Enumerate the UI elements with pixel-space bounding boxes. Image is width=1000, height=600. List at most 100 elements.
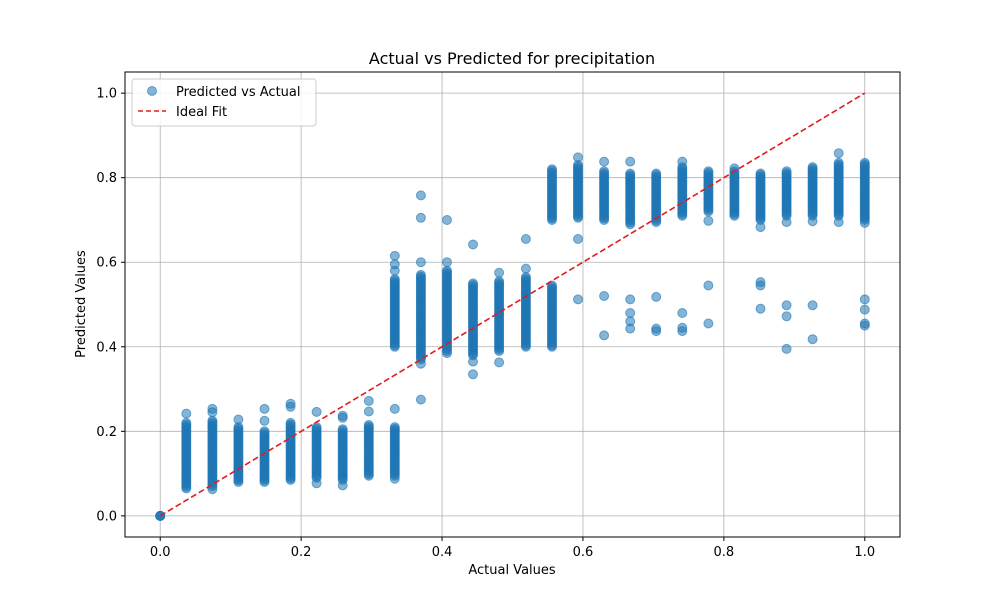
data-point bbox=[703, 166, 714, 177]
data-point bbox=[415, 269, 426, 280]
x-tick-label: 0.8 bbox=[714, 545, 735, 560]
data-point bbox=[415, 190, 426, 201]
data-point bbox=[833, 217, 844, 228]
x-tick-label: 0.2 bbox=[291, 545, 312, 560]
data-point bbox=[677, 156, 688, 167]
data-point bbox=[181, 417, 192, 428]
data-point bbox=[233, 414, 244, 425]
data-point bbox=[285, 398, 296, 409]
data-point bbox=[651, 291, 662, 302]
legend-marker-points bbox=[147, 86, 157, 96]
data-point bbox=[781, 311, 792, 322]
data-point bbox=[207, 415, 218, 426]
data-point bbox=[807, 334, 818, 345]
data-point bbox=[547, 164, 557, 175]
y-axis-ticks: 0.0 0.2 0.4 0.6 0.8 1.0 bbox=[96, 87, 125, 524]
data-point bbox=[703, 318, 714, 329]
x-axis-title: Actual Values bbox=[468, 563, 556, 578]
data-point bbox=[807, 162, 818, 173]
data-point bbox=[311, 478, 322, 489]
data-point bbox=[389, 403, 400, 414]
data-point bbox=[311, 422, 322, 433]
y-tick-label: 0.4 bbox=[96, 340, 117, 355]
data-point bbox=[859, 318, 870, 329]
data-point bbox=[442, 215, 452, 225]
x-tick-label: 0.4 bbox=[432, 545, 453, 560]
data-point bbox=[781, 300, 792, 311]
data-point bbox=[389, 274, 400, 285]
data-point bbox=[337, 424, 348, 435]
data-point bbox=[207, 403, 218, 414]
y-tick-label: 0.8 bbox=[96, 171, 117, 186]
data-point bbox=[781, 166, 792, 177]
data-point bbox=[625, 294, 636, 305]
data-point bbox=[859, 217, 870, 228]
data-point bbox=[547, 280, 557, 291]
data-point bbox=[468, 356, 478, 367]
data-point bbox=[651, 168, 662, 179]
data-point bbox=[442, 265, 452, 276]
data-point bbox=[259, 426, 270, 437]
data-point bbox=[599, 330, 610, 341]
data-point bbox=[755, 168, 766, 179]
data-point bbox=[807, 300, 818, 311]
data-point bbox=[520, 272, 531, 282]
data-point bbox=[415, 394, 426, 405]
data-points bbox=[155, 148, 870, 521]
data-point bbox=[625, 308, 636, 318]
data-point bbox=[415, 212, 426, 223]
data-point bbox=[755, 277, 766, 288]
data-point bbox=[494, 276, 505, 287]
data-point bbox=[337, 410, 348, 421]
y-tick-label: 0.2 bbox=[96, 425, 117, 440]
data-point bbox=[389, 250, 400, 261]
y-tick-label: 0.6 bbox=[96, 256, 117, 271]
ideal-fit-line bbox=[159, 92, 866, 517]
data-point bbox=[415, 257, 426, 268]
data-point bbox=[468, 239, 478, 250]
data-point bbox=[363, 420, 374, 430]
data-point bbox=[781, 343, 792, 354]
data-point bbox=[703, 280, 714, 291]
data-point bbox=[155, 510, 166, 521]
data-point bbox=[468, 369, 478, 380]
data-point bbox=[285, 417, 296, 428]
data-point bbox=[599, 291, 610, 301]
data-point bbox=[755, 222, 766, 233]
data-point bbox=[259, 415, 270, 426]
data-point bbox=[520, 263, 531, 274]
data-point bbox=[651, 323, 662, 334]
data-point bbox=[311, 406, 322, 417]
legend-box bbox=[131, 78, 317, 127]
y-tick-label: 0.0 bbox=[96, 509, 117, 524]
data-point bbox=[755, 303, 766, 314]
data-point bbox=[573, 234, 583, 244]
legend-label-ideal-fit: Ideal Fit bbox=[176, 105, 227, 120]
data-point bbox=[259, 403, 270, 414]
data-point bbox=[599, 166, 610, 177]
chart-title: Actual vs Predicted for precipitation bbox=[369, 49, 655, 68]
data-point bbox=[494, 357, 505, 368]
x-tick-label: 0.6 bbox=[573, 545, 594, 560]
plot-frame bbox=[124, 71, 901, 538]
data-point bbox=[859, 304, 870, 315]
x-tick-label: 1.0 bbox=[854, 545, 875, 560]
x-axis-ticks: 0.0 0.2 0.4 0.6 0.8 1.0 bbox=[150, 537, 875, 560]
x-tick-label: 0.0 bbox=[150, 545, 171, 560]
data-point bbox=[363, 395, 374, 406]
data-point bbox=[181, 408, 192, 419]
data-point bbox=[573, 294, 583, 305]
data-point bbox=[573, 152, 583, 163]
data-point bbox=[337, 480, 348, 491]
data-point bbox=[833, 157, 844, 168]
data-point bbox=[625, 156, 636, 167]
data-point bbox=[389, 473, 400, 484]
data-point bbox=[781, 217, 792, 228]
data-point bbox=[520, 234, 531, 244]
legend-label-points: Predicted vs Actual bbox=[176, 85, 300, 100]
data-point bbox=[389, 259, 400, 270]
data-point bbox=[859, 294, 870, 305]
data-point bbox=[807, 216, 818, 227]
